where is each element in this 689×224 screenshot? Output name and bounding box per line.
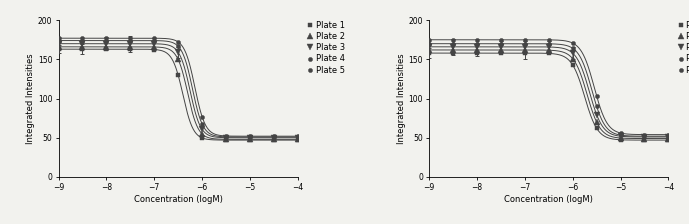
X-axis label: Concentration (logM): Concentration (logM) bbox=[504, 195, 593, 204]
Legend: Plate 1, Plate 2, Plate 3, Plate 4, Plate 5: Plate 1, Plate 2, Plate 3, Plate 4, Plat… bbox=[677, 21, 689, 75]
X-axis label: Concentration (logM): Concentration (logM) bbox=[134, 195, 223, 204]
Y-axis label: Integrated Intensities: Integrated Intensities bbox=[397, 53, 406, 144]
Y-axis label: Integrated Intensities: Integrated Intensities bbox=[26, 53, 35, 144]
Legend: Plate 1, Plate 2, Plate 3, Plate 4, Plate 5: Plate 1, Plate 2, Plate 3, Plate 4, Plat… bbox=[307, 21, 345, 75]
